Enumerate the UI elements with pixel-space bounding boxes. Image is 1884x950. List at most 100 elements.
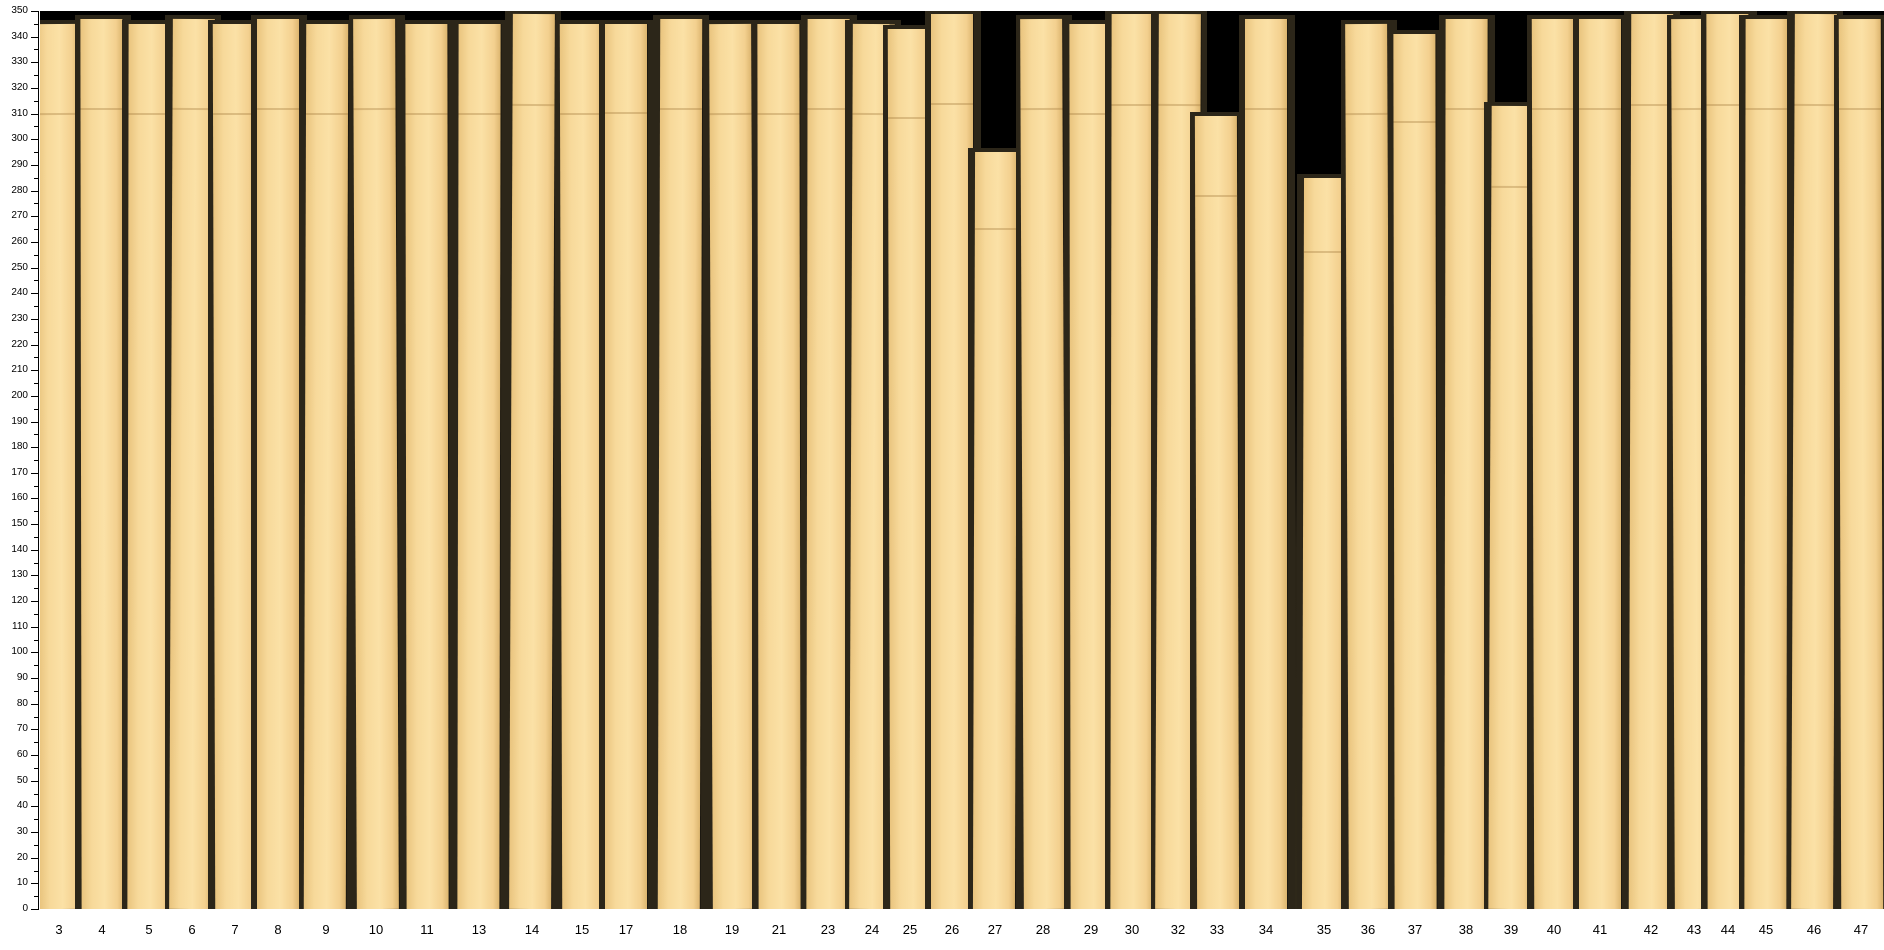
slip-label: 10 <box>368 922 384 937</box>
tick-label: 130 <box>11 569 28 580</box>
major-tick <box>31 652 39 653</box>
minor-tick <box>34 640 39 641</box>
slip-label: 37 <box>1407 922 1423 937</box>
tick-label: 350 <box>11 5 28 16</box>
minor-tick <box>34 742 39 743</box>
major-tick <box>31 498 39 499</box>
slip-label: 19 <box>724 922 740 937</box>
major-tick <box>31 165 39 166</box>
slip-label: 27 <box>987 922 1003 937</box>
slip-label: 28 <box>1035 922 1051 937</box>
minor-tick <box>34 306 39 307</box>
major-tick <box>31 370 39 371</box>
slip-label: 47 <box>1853 922 1869 937</box>
slip-label: 5 <box>145 922 153 937</box>
bamboo-slip-27 <box>972 152 1018 909</box>
bamboo-slip-19 <box>709 23 755 909</box>
bamboo-slip-45 <box>1744 18 1788 909</box>
minor-tick <box>34 203 39 204</box>
tick-label: 60 <box>16 749 28 760</box>
minor-tick <box>34 563 39 564</box>
slip-label: 33 <box>1209 922 1225 937</box>
tick-label: 290 <box>11 159 28 170</box>
slip-label: 32 <box>1170 922 1186 937</box>
major-tick <box>31 319 39 320</box>
minor-tick <box>34 511 39 512</box>
bamboo-slip-10 <box>353 18 399 909</box>
major-tick <box>31 524 39 525</box>
slip-label: 34 <box>1258 922 1274 937</box>
bamboo-slip-38 <box>1444 18 1488 909</box>
minor-tick <box>34 845 39 846</box>
slip-label: 43 <box>1686 922 1702 937</box>
major-tick <box>31 422 39 423</box>
tick-label: 200 <box>11 390 28 401</box>
major-tick <box>31 114 39 115</box>
minor-tick <box>34 280 39 281</box>
slip-label: 3 <box>55 922 63 937</box>
slip-label: 7 <box>231 922 239 937</box>
minor-tick <box>34 691 39 692</box>
tick-label: 150 <box>11 518 28 529</box>
bamboo-slip-34 <box>1245 18 1287 909</box>
slip-label: 26 <box>944 922 960 937</box>
major-tick <box>31 832 39 833</box>
tick-label: 270 <box>11 210 28 221</box>
tick-label: 260 <box>11 236 28 247</box>
major-tick <box>31 858 39 859</box>
slip-label: 21 <box>771 922 787 937</box>
slip-label: 23 <box>820 922 836 937</box>
major-tick <box>31 242 39 243</box>
minor-tick <box>34 409 39 410</box>
bamboo-slip-23 <box>806 18 850 909</box>
tick-label: 160 <box>11 492 28 503</box>
major-tick <box>31 550 39 551</box>
bamboo-slip-14 <box>509 13 555 909</box>
major-tick <box>31 11 39 12</box>
major-tick <box>31 909 39 910</box>
major-tick <box>31 88 39 89</box>
tick-label: 280 <box>11 185 28 196</box>
major-tick <box>31 755 39 756</box>
major-tick <box>31 575 39 576</box>
major-tick <box>31 601 39 602</box>
minor-tick <box>34 768 39 769</box>
slip-label: 36 <box>1360 922 1376 937</box>
slip-label: 25 <box>902 922 918 937</box>
slip-label: 30 <box>1124 922 1140 937</box>
major-tick <box>31 191 39 192</box>
slip-label: 15 <box>574 922 590 937</box>
slip-label: 41 <box>1592 922 1608 937</box>
major-tick <box>31 139 39 140</box>
major-tick <box>31 729 39 730</box>
minor-tick <box>34 434 39 435</box>
bamboo-slip-9 <box>303 23 349 909</box>
tick-label: 140 <box>11 544 28 555</box>
minor-tick <box>34 588 39 589</box>
tick-label: 110 <box>12 621 28 632</box>
major-tick <box>31 345 39 346</box>
major-tick <box>31 62 39 63</box>
tick-label: 30 <box>16 826 28 837</box>
tick-label: 80 <box>16 698 28 709</box>
minor-tick <box>34 24 39 25</box>
minor-tick <box>34 152 39 153</box>
bamboo-slip-41 <box>1579 18 1621 909</box>
slip-label: 24 <box>864 922 880 937</box>
minor-tick <box>34 717 39 718</box>
tick-label: 310 <box>11 108 28 119</box>
bamboo-slip-11 <box>405 23 449 909</box>
bamboo-slip-28 <box>1020 18 1066 909</box>
minor-tick <box>34 819 39 820</box>
minor-tick <box>34 665 39 666</box>
major-tick <box>31 216 39 217</box>
bamboo-slip-47 <box>1838 18 1884 909</box>
slip-label: 29 <box>1083 922 1099 937</box>
tick-label: 190 <box>11 416 28 427</box>
tick-label: 50 <box>16 775 28 786</box>
bamboo-slip-8 <box>257 18 299 909</box>
bamboo-slip-46 <box>1791 13 1837 909</box>
bamboo-slip-40 <box>1531 18 1577 909</box>
tick-label: 0 <box>22 903 28 914</box>
slip-label: 44 <box>1720 922 1736 937</box>
